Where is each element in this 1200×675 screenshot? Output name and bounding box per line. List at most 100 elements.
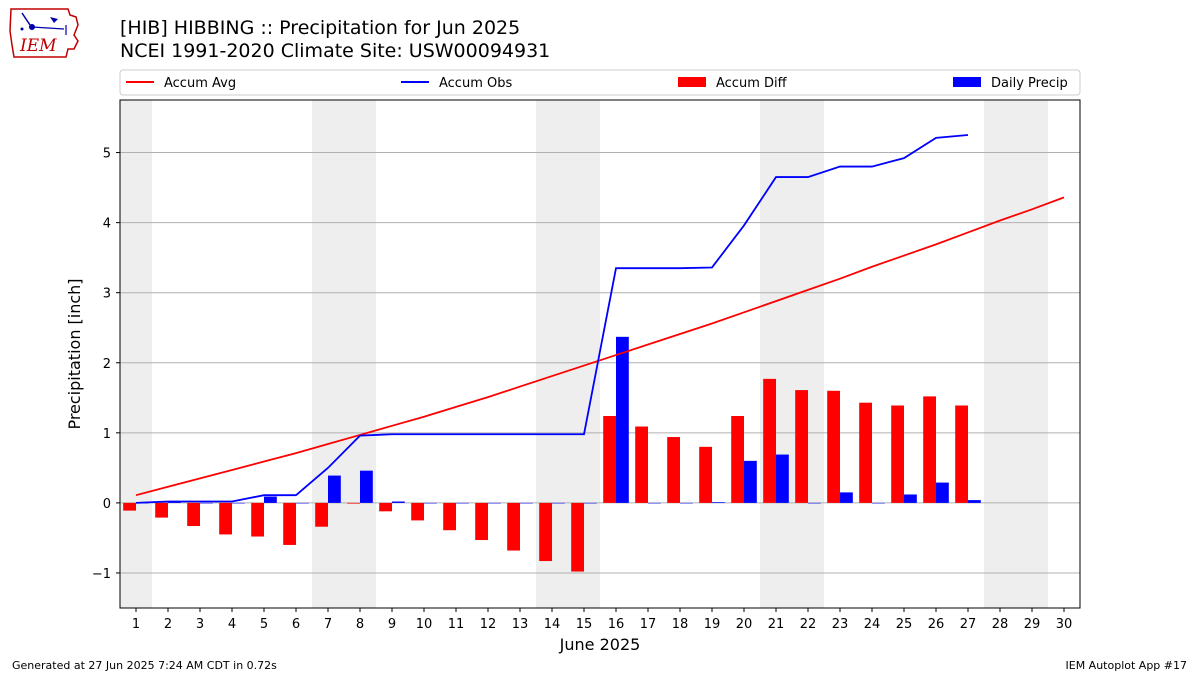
accum-diff-bar: [123, 502, 136, 511]
accum-obs-line: [135, 134, 969, 504]
y-tick-label: −1: [92, 567, 111, 582]
accum-diff-bar: [859, 402, 872, 503]
x-tick-label: 17: [640, 617, 657, 632]
daily-precip-bar: [520, 502, 533, 504]
accum-diff-bar: [507, 502, 520, 551]
weekend-band: [1016, 100, 1048, 608]
y-tick-label: 2: [103, 357, 111, 372]
legend-bar-swatch: [678, 77, 706, 87]
legend: Accum Avg Accum Obs Accum Diff Daily Precip: [119, 69, 1081, 96]
x-tick-label: 21: [768, 617, 785, 632]
accum-diff-bar: [603, 416, 616, 503]
accum-diff-bar: [539, 502, 552, 562]
daily-precip-bar: [456, 502, 469, 504]
x-tick-label: 15: [576, 617, 593, 632]
weekend-band: [760, 100, 792, 608]
legend-bar-swatch: [953, 77, 981, 87]
x-tick-label: 12: [480, 617, 497, 632]
footer-generated: Generated at 27 Jun 2025 7:24 AM CDT in …: [12, 659, 277, 672]
daily-precip-bar: [424, 502, 437, 504]
daily-precip-bar: [264, 496, 277, 503]
daily-precip-bar: [968, 500, 981, 503]
accum-diff-bar: [763, 378, 776, 503]
weekend-band: [792, 100, 824, 608]
x-tick-label: 27: [960, 617, 977, 632]
x-tick-label: 22: [800, 617, 817, 632]
accum-diff-bar: [283, 502, 296, 545]
x-tick-label: 11: [448, 617, 465, 632]
daily-precip-bar: [360, 470, 373, 503]
weekend-band: [344, 100, 376, 608]
x-tick-label: 20: [736, 617, 753, 632]
accum-diff-bar: [251, 502, 264, 537]
daily-precip-bar: [232, 502, 245, 504]
weekend-band: [312, 100, 344, 608]
daily-precip-bar: [200, 502, 213, 504]
x-tick-label: 29: [1024, 617, 1041, 632]
x-tick-label: 26: [928, 617, 945, 632]
accum-diff-bar: [379, 502, 392, 512]
x-tick-label: 3: [196, 617, 204, 632]
y-tick-label: 3: [103, 287, 111, 302]
accum-diff-bar: [411, 502, 424, 521]
accum-diff-bar: [315, 502, 328, 527]
accum-diff-bar: [187, 502, 200, 527]
legend-box: [119, 69, 1081, 96]
y-axis-label: Precipitation [inch]: [65, 278, 84, 429]
x-tick-label: 5: [260, 617, 268, 632]
x-tick-label: 30: [1056, 617, 1073, 632]
x-tick-label: 6: [292, 617, 300, 632]
x-tick-label: 25: [896, 617, 913, 632]
accum-diff-bar: [955, 405, 968, 503]
accum-diff-bar: [795, 390, 808, 503]
footer-app: IEM Autoplot App #17: [1065, 659, 1188, 672]
daily-precip-bar: [872, 502, 885, 504]
x-tick-label: 19: [704, 617, 721, 632]
daily-precip-bar: [552, 502, 565, 504]
x-tick-label: 2: [164, 617, 172, 632]
x-tick-label: 1: [132, 617, 140, 632]
accum-diff-bar: [443, 502, 456, 531]
daily-precip-bar: [808, 502, 821, 504]
y-tick-label: 5: [103, 147, 111, 162]
x-tick-label: 8: [356, 617, 364, 632]
iem-logo: IEM: [8, 5, 82, 63]
y-tick-label: 0: [103, 497, 111, 512]
accum-diff-bar: [347, 502, 360, 504]
plot-frame: [119, 99, 1081, 609]
accum-avg-line: [135, 196, 1065, 497]
daily-precip-bar: [648, 502, 661, 504]
chart-subtitle: NCEI 1991-2020 Climate Site: USW00094931: [120, 40, 551, 62]
daily-precip-bar: [328, 475, 341, 503]
x-tick-label: 23: [832, 617, 849, 632]
daily-precip-bar: [776, 454, 789, 503]
weekend-band: [120, 100, 152, 608]
logo-text: IEM: [19, 36, 57, 56]
weekend-band: [984, 100, 1016, 608]
daily-precip-bar: [680, 502, 693, 504]
x-axis-label: June 2025: [559, 635, 641, 654]
daily-precip-bar: [296, 502, 309, 504]
accum-diff-bar: [635, 426, 648, 503]
accum-diff-bar: [475, 502, 488, 541]
daily-precip-bar: [936, 482, 949, 503]
legend-label: Daily Precip: [991, 76, 1068, 91]
accum-diff-bar: [731, 416, 744, 503]
accum-diff-bar: [571, 502, 584, 572]
x-tick-label: 16: [608, 617, 625, 632]
daily-precip-bar: [712, 502, 725, 503]
accum-diff-bar: [827, 390, 840, 503]
accum-diff-bar: [155, 502, 168, 518]
legend-label: Accum Obs: [439, 76, 512, 91]
legend-label: Accum Avg: [164, 76, 236, 91]
daily-precip-bar: [488, 502, 501, 504]
daily-precip-bar: [616, 336, 629, 503]
accum-diff-bar: [699, 446, 712, 503]
x-tick-label: 13: [512, 617, 529, 632]
x-tick-label: 7: [324, 617, 332, 632]
x-tick-label: 24: [864, 617, 881, 632]
x-tick-label: 10: [416, 617, 433, 632]
accum-diff-bar: [667, 437, 680, 503]
chart-title: [HIB] HIBBING :: Precipitation for Jun 2…: [120, 17, 521, 39]
